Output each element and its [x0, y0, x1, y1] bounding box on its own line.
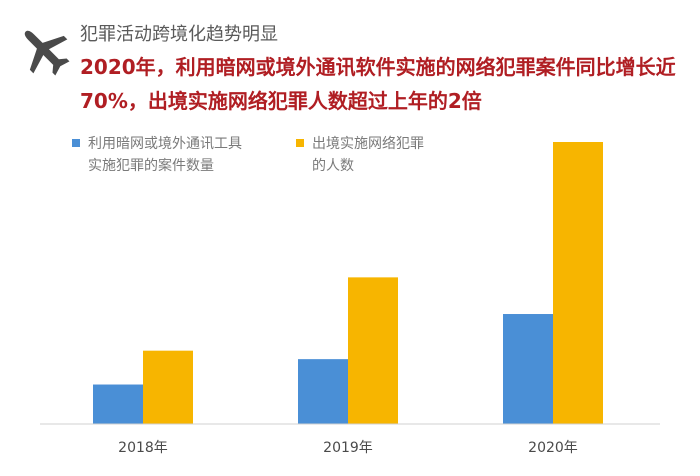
bar-people-1 — [143, 350, 193, 424]
x-tick-label: 2018年 — [118, 440, 168, 456]
x-tick-labels: 2018年 2019年 2020年 — [118, 440, 578, 456]
legend-label: 出境实施网络犯罪 — [312, 136, 424, 152]
bar-cases-3 — [503, 314, 553, 424]
legend-swatch — [72, 139, 80, 147]
bar-cases-1 — [93, 384, 143, 424]
bar-people-3 — [553, 142, 603, 424]
headline: 2020年，利用暗网或境外通讯软件实施的网络犯罪案件同比增长近70%，出境实施网… — [80, 55, 676, 113]
x-tick-label: 2020年 — [528, 440, 578, 456]
bars — [93, 142, 603, 424]
legend-swatch — [296, 139, 304, 147]
bar-cases-2 — [298, 359, 348, 424]
legend-label: 利用暗网或境外通讯工具 — [88, 136, 242, 152]
legend-label: 的人数 — [312, 158, 354, 174]
airplane-icon — [24, 30, 70, 76]
subtitle: 犯罪活动跨境化趋势明显 — [80, 24, 278, 45]
legend-label: 实施犯罪的案件数量 — [88, 157, 214, 174]
bar-people-2 — [348, 277, 398, 424]
x-tick-label: 2019年 — [323, 440, 373, 456]
